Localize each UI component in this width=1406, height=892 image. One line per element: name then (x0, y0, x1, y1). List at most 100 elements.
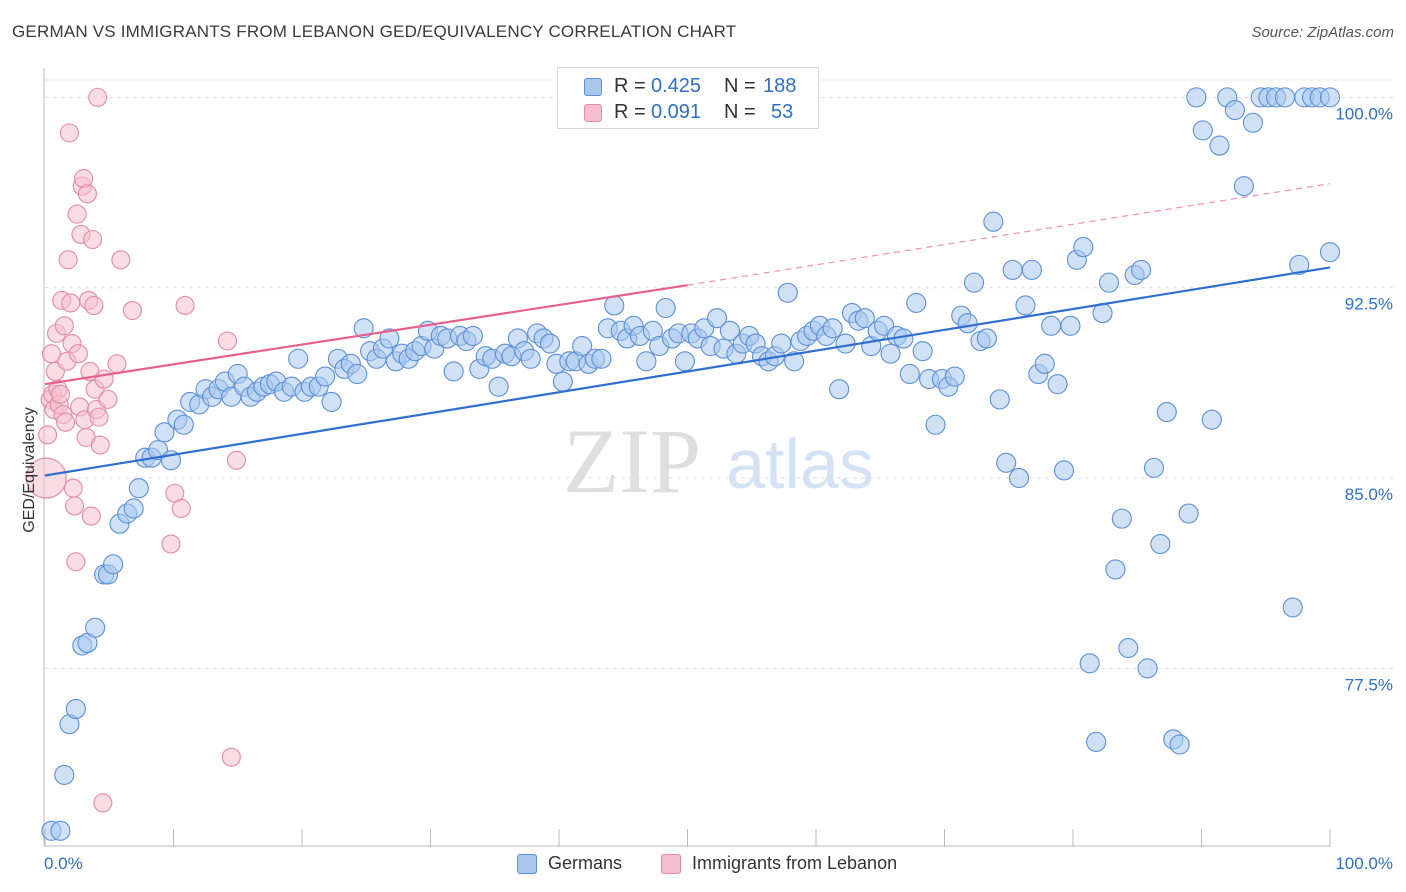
series-lebanon-points (25, 87, 247, 813)
lebanon-point (50, 384, 70, 404)
germans-point (379, 328, 400, 349)
x-tick-label: 0.0% (44, 854, 83, 873)
germans-point (1186, 87, 1207, 108)
lebanon-point (66, 552, 86, 572)
germans-point (443, 361, 464, 382)
watermark: ZIP atlas (563, 410, 874, 512)
watermark-zip: ZIP (563, 410, 701, 512)
legend-r-label: R = (614, 75, 646, 97)
lebanon-point (88, 87, 108, 107)
germans-point (1319, 87, 1341, 108)
germans-point (1002, 259, 1023, 280)
germans-point (880, 343, 901, 364)
legend-label-lebanon: Immigrants from Lebanon (692, 853, 898, 873)
germans-point (1118, 638, 1139, 659)
germans-point (1150, 533, 1171, 555)
lebanon-point (111, 250, 131, 270)
germans-point (1242, 112, 1263, 133)
germans-point (1282, 597, 1303, 618)
lebanon-point (81, 506, 101, 526)
legend-series: Germans Immigrants from Lebanon (0, 852, 1406, 878)
germans-point (1053, 460, 1075, 481)
germans-point (154, 422, 175, 443)
legend-swatch-lebanon (584, 104, 602, 122)
lebanon-point (82, 229, 103, 250)
lebanon-point (107, 354, 127, 374)
germans-point (1169, 734, 1190, 755)
series-germans-points (41, 87, 1341, 841)
germans-point (906, 292, 927, 313)
germans-point (1319, 242, 1341, 263)
germans-point (103, 554, 124, 575)
germans-point (173, 414, 194, 435)
germans-point (1092, 303, 1113, 324)
lebanon-point (56, 412, 76, 432)
germans-point (1034, 353, 1055, 374)
germans-point (1137, 658, 1158, 679)
germans-point (591, 348, 612, 369)
legend-n-label: N = (724, 75, 756, 97)
germans-point (54, 764, 75, 785)
germans-point (347, 363, 368, 385)
lebanon-point (77, 184, 97, 204)
germans-point (719, 320, 740, 341)
chart-source: Source: ZipAtlas.com (1251, 24, 1394, 41)
lebanon-point (59, 123, 79, 143)
germans-point (976, 328, 997, 349)
germans-point (707, 308, 728, 329)
germans-point (1289, 254, 1310, 275)
germans-point (829, 379, 850, 400)
lebanon-point (161, 534, 181, 554)
legend-n-label: N = (724, 101, 756, 123)
germans-point (1015, 295, 1036, 316)
lebanon-point (93, 793, 113, 813)
germans-point (655, 297, 676, 319)
germans-point (65, 698, 86, 720)
lebanon-point (171, 498, 191, 519)
legend-swatch-germans (584, 78, 602, 96)
germans-point (964, 272, 985, 293)
germans-point (912, 341, 933, 362)
lebanon-point (84, 295, 104, 316)
lebanon-point (63, 478, 83, 498)
germans-point (539, 333, 561, 354)
germans-point (123, 498, 144, 519)
germans-point (1192, 120, 1213, 141)
legend-swatch-lebanon (661, 854, 681, 874)
lebanon-point (89, 407, 109, 427)
lebanon-point (90, 435, 110, 455)
germans-point (1209, 135, 1230, 156)
lebanon-point (98, 389, 118, 409)
germans-point (674, 351, 695, 372)
germans-point (462, 325, 483, 346)
germans-point (85, 617, 106, 638)
y-axis-label: GED/Equivalency (21, 407, 38, 533)
x-tick-labels: 0.0% 100.0% (44, 854, 1393, 873)
germans-point (996, 452, 1017, 473)
germans-point (899, 363, 920, 385)
germans-point (128, 478, 149, 499)
lebanon-point (65, 496, 85, 516)
germans-point (1041, 315, 1062, 336)
germans-point (572, 336, 593, 357)
germans-point (520, 348, 541, 369)
lebanon-trend-extension (687, 183, 1331, 286)
lebanon-point (122, 300, 142, 321)
chart-title: GERMAN VS IMMIGRANTS FROM LEBANON GED/EQ… (12, 22, 737, 41)
germans-point (784, 351, 805, 372)
lebanon-point (38, 425, 58, 445)
lebanon-trend-line (44, 284, 688, 386)
germans-point (1224, 100, 1245, 121)
germans-point (1178, 503, 1199, 524)
germans-point (604, 295, 625, 316)
germans-point (1201, 409, 1222, 430)
lebanon-point (175, 295, 195, 316)
germans-point (1098, 272, 1120, 293)
germans-point (777, 282, 798, 303)
legend-row-lebanon: R = 0.091 N = 53 (558, 101, 818, 127)
germans-point (1008, 467, 1030, 489)
germans-point (1105, 559, 1126, 580)
germans-point (636, 351, 657, 372)
lebanon-point (58, 250, 78, 270)
